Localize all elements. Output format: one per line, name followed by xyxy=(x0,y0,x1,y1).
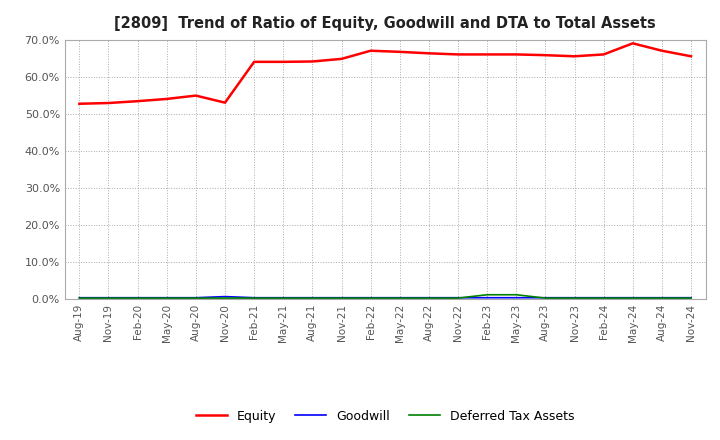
Equity xyxy=(308,59,317,64)
Goodwill xyxy=(483,295,492,301)
Deferred Tax Assets xyxy=(366,295,375,301)
Equity xyxy=(192,93,200,98)
Deferred Tax Assets xyxy=(192,295,200,301)
Title: [2809]  Trend of Ratio of Equity, Goodwill and DTA to Total Assets: [2809] Trend of Ratio of Equity, Goodwil… xyxy=(114,16,656,32)
Deferred Tax Assets xyxy=(337,295,346,301)
Line: Goodwill: Goodwill xyxy=(79,297,691,298)
Equity xyxy=(570,54,579,59)
Deferred Tax Assets xyxy=(220,295,229,301)
Goodwill xyxy=(512,295,521,301)
Deferred Tax Assets xyxy=(629,295,637,301)
Goodwill xyxy=(337,295,346,301)
Deferred Tax Assets xyxy=(133,295,142,301)
Deferred Tax Assets xyxy=(163,295,171,301)
Deferred Tax Assets xyxy=(687,295,696,301)
Deferred Tax Assets xyxy=(570,295,579,301)
Goodwill xyxy=(395,295,404,301)
Deferred Tax Assets xyxy=(454,295,462,301)
Goodwill xyxy=(599,295,608,301)
Deferred Tax Assets xyxy=(250,295,258,301)
Deferred Tax Assets xyxy=(425,295,433,301)
Deferred Tax Assets xyxy=(104,295,113,301)
Equity xyxy=(366,48,375,53)
Equity xyxy=(250,59,258,65)
Goodwill xyxy=(687,295,696,301)
Equity xyxy=(425,51,433,56)
Deferred Tax Assets xyxy=(512,292,521,297)
Equity xyxy=(133,99,142,104)
Equity xyxy=(599,52,608,57)
Equity xyxy=(75,101,84,106)
Goodwill xyxy=(629,295,637,301)
Equity xyxy=(337,56,346,62)
Equity xyxy=(395,49,404,55)
Goodwill xyxy=(75,295,84,301)
Goodwill xyxy=(279,295,287,301)
Deferred Tax Assets xyxy=(541,295,550,301)
Equity xyxy=(163,96,171,102)
Equity xyxy=(220,100,229,105)
Deferred Tax Assets xyxy=(657,295,666,301)
Goodwill xyxy=(104,295,113,301)
Goodwill xyxy=(133,295,142,301)
Goodwill xyxy=(220,294,229,299)
Deferred Tax Assets xyxy=(599,295,608,301)
Equity xyxy=(483,52,492,57)
Goodwill xyxy=(454,295,462,301)
Goodwill xyxy=(192,295,200,301)
Goodwill xyxy=(541,295,550,301)
Goodwill xyxy=(425,295,433,301)
Goodwill xyxy=(163,295,171,301)
Goodwill xyxy=(250,295,258,301)
Equity xyxy=(687,54,696,59)
Deferred Tax Assets xyxy=(308,295,317,301)
Legend: Equity, Goodwill, Deferred Tax Assets: Equity, Goodwill, Deferred Tax Assets xyxy=(191,405,580,428)
Deferred Tax Assets xyxy=(395,295,404,301)
Deferred Tax Assets xyxy=(279,295,287,301)
Equity xyxy=(512,52,521,57)
Line: Deferred Tax Assets: Deferred Tax Assets xyxy=(79,295,691,298)
Equity xyxy=(629,40,637,46)
Goodwill xyxy=(657,295,666,301)
Equity xyxy=(279,59,287,65)
Equity xyxy=(657,48,666,53)
Deferred Tax Assets xyxy=(483,292,492,297)
Goodwill xyxy=(308,295,317,301)
Equity xyxy=(541,52,550,58)
Goodwill xyxy=(366,295,375,301)
Line: Equity: Equity xyxy=(79,43,691,104)
Goodwill xyxy=(570,295,579,301)
Equity xyxy=(104,100,113,106)
Equity xyxy=(454,52,462,57)
Deferred Tax Assets xyxy=(75,295,84,301)
